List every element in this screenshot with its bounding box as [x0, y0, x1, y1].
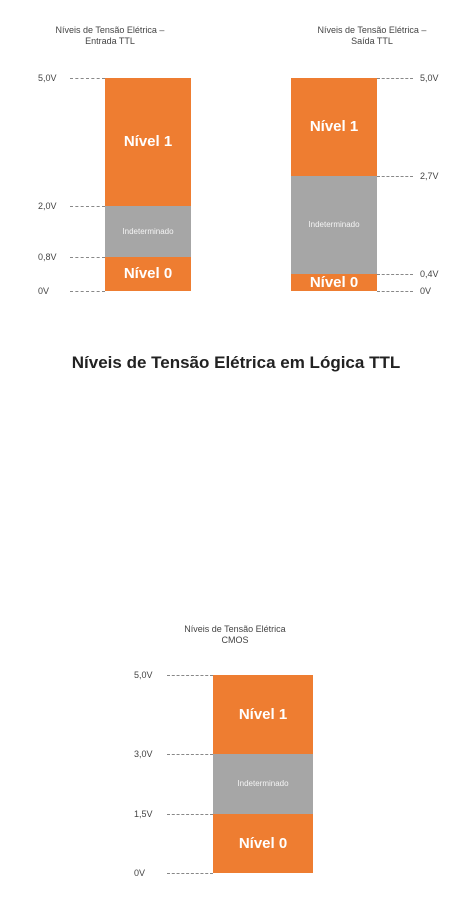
- tick-dash: [70, 205, 105, 207]
- level-segment: Nível 1: [213, 675, 313, 755]
- tick-dash: [377, 175, 413, 177]
- undetermined-segment: Indeterminado: [213, 754, 313, 814]
- segment-label: Indeterminado: [237, 779, 289, 789]
- panel-title-line1: Níveis de Tensão Elétrica –: [317, 25, 427, 35]
- tick-dash: [167, 754, 213, 756]
- segment-label: Nível 0: [123, 265, 173, 283]
- main-title: Níveis de Tensão Elétrica em Lógica TTL: [71, 353, 401, 372]
- panel-title-ttl-output: Níveis de Tensão Elétrica – Saída TTL: [302, 25, 442, 47]
- segment-label: Nível 1: [238, 706, 288, 724]
- level-segment: Nível 1: [291, 78, 377, 176]
- tick-dash: [167, 675, 213, 676]
- level-segment: Nível 1: [105, 78, 191, 206]
- tick-label: 0,4V: [420, 268, 439, 279]
- level-segment: Nível 0: [213, 813, 313, 873]
- tick-label: 0V: [38, 286, 50, 296]
- tick-label: 2,0V: [38, 200, 57, 211]
- tick-label: 1,5V: [134, 808, 153, 819]
- tick-dash: [377, 273, 413, 275]
- segment-label: Indeterminado: [308, 220, 360, 230]
- segment-label: Nível 1: [309, 118, 359, 136]
- segment-label: Nível 0: [309, 273, 359, 291]
- panel-title-line2: Saída TTL: [351, 36, 393, 46]
- undetermined-segment: Indeterminado: [291, 175, 377, 274]
- tick-dash: [70, 256, 105, 258]
- tick-dash: [70, 78, 105, 79]
- panel-title-line1: Níveis de Tensão Elétrica –: [55, 25, 165, 35]
- segment-label: Nível 0: [238, 834, 288, 852]
- tick-dash: [377, 291, 413, 292]
- panel-title-line2: CMOS: [221, 635, 249, 645]
- tick-dash: [377, 78, 413, 79]
- panel-title-ttl-input: Níveis de Tensão Elétrica – Entrada TTL: [40, 25, 180, 47]
- level-segment: Nível 0: [105, 256, 191, 291]
- segment-label: Nível 1: [123, 133, 173, 151]
- tick-label: 5,0V: [38, 73, 57, 83]
- segment-label: Indeterminado: [122, 226, 174, 236]
- tick-label: 5,0V: [134, 670, 153, 680]
- panel-title-line2: Entrada TTL: [85, 36, 135, 46]
- tick-label: 0,8V: [38, 251, 57, 262]
- tick-dash: [167, 813, 213, 815]
- tick-label: 2,7V: [420, 170, 439, 181]
- panel-title-line1: Níveis de Tensão Elétrica: [184, 624, 286, 634]
- undetermined-segment: Indeterminado: [105, 205, 191, 257]
- tick-dash: [167, 873, 213, 874]
- level-segment: Nível 0: [291, 273, 377, 291]
- tick-label: 0V: [134, 868, 146, 878]
- tick-label: 0V: [420, 286, 432, 296]
- panel-title-cmos: Níveis de Tensão Elétrica CMOS: [165, 624, 305, 646]
- tick-label: 5,0V: [420, 73, 439, 83]
- tick-dash: [70, 291, 105, 292]
- tick-label: 3,0V: [134, 749, 153, 760]
